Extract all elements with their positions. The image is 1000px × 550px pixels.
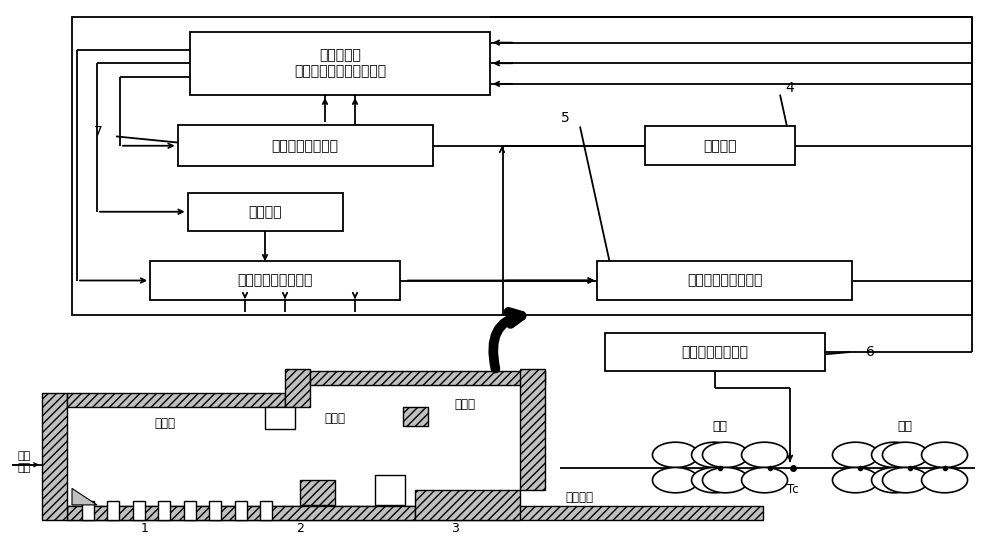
- Circle shape: [882, 442, 928, 468]
- Circle shape: [692, 442, 738, 468]
- Text: 钢坯温度在线测量: 钢坯温度在线测量: [682, 345, 748, 359]
- Bar: [42, 393, 67, 520]
- Circle shape: [832, 442, 878, 468]
- Text: 炉温测量: 炉温测量: [703, 139, 737, 153]
- Circle shape: [872, 468, 918, 493]
- Circle shape: [652, 468, 698, 493]
- Text: 3: 3: [451, 521, 459, 535]
- Text: 燃料和空气流量设定: 燃料和空气流量设定: [237, 273, 313, 288]
- Text: 6: 6: [866, 345, 874, 359]
- Bar: [285, 368, 310, 407]
- Bar: [520, 368, 545, 490]
- Bar: [184, 500, 196, 520]
- Text: 自学习功能
导来辐射系数、热损失等: 自学习功能 导来辐射系数、热损失等: [294, 48, 386, 78]
- Bar: [260, 500, 272, 520]
- Circle shape: [922, 442, 968, 468]
- Bar: [67, 506, 763, 520]
- Text: 均热段: 均热段: [454, 398, 476, 411]
- Circle shape: [742, 442, 788, 468]
- Bar: [605, 333, 825, 371]
- Bar: [133, 500, 145, 520]
- Bar: [158, 500, 170, 520]
- Polygon shape: [72, 488, 97, 505]
- Circle shape: [832, 468, 878, 493]
- Bar: [597, 261, 852, 300]
- Circle shape: [742, 468, 788, 493]
- Text: 7: 7: [94, 125, 102, 139]
- Bar: [188, 192, 342, 231]
- Circle shape: [702, 468, 748, 493]
- Bar: [82, 500, 94, 520]
- Text: 5: 5: [561, 111, 569, 125]
- Bar: [178, 125, 432, 166]
- Circle shape: [882, 468, 928, 493]
- Bar: [209, 500, 221, 520]
- Bar: [310, 371, 545, 385]
- Text: 预热段: 预热段: [154, 417, 176, 430]
- Text: 精轧: 精轧: [898, 420, 912, 433]
- Circle shape: [652, 442, 698, 468]
- Bar: [403, 407, 428, 426]
- Text: 板坯出口: 板坯出口: [565, 491, 593, 504]
- Bar: [67, 506, 415, 520]
- Bar: [107, 500, 119, 520]
- Bar: [67, 393, 285, 407]
- FancyArrowPatch shape: [493, 312, 522, 368]
- Circle shape: [922, 468, 968, 493]
- Text: 2: 2: [296, 521, 304, 535]
- Text: 燃料和空气流量测量: 燃料和空气流量测量: [687, 273, 763, 288]
- Text: 4: 4: [786, 81, 794, 95]
- Circle shape: [692, 468, 738, 493]
- Bar: [190, 31, 490, 95]
- Bar: [265, 407, 295, 429]
- Circle shape: [702, 442, 748, 468]
- Bar: [235, 500, 247, 520]
- Text: 炉温设定: 炉温设定: [248, 205, 282, 219]
- Bar: [72, 16, 972, 315]
- Text: 1: 1: [141, 521, 149, 535]
- Bar: [645, 126, 795, 165]
- Bar: [300, 480, 335, 505]
- Bar: [375, 475, 405, 505]
- Text: 板坯
入口: 板坯 入口: [17, 451, 31, 473]
- Text: Tc: Tc: [787, 483, 799, 496]
- Text: 加热段: 加热段: [324, 411, 346, 425]
- Circle shape: [872, 442, 918, 468]
- Bar: [150, 261, 400, 300]
- Bar: [415, 490, 520, 520]
- Text: 钢坯温度模型计算: 钢坯温度模型计算: [272, 139, 338, 153]
- Text: 粗轧: 粗轧: [712, 420, 728, 433]
